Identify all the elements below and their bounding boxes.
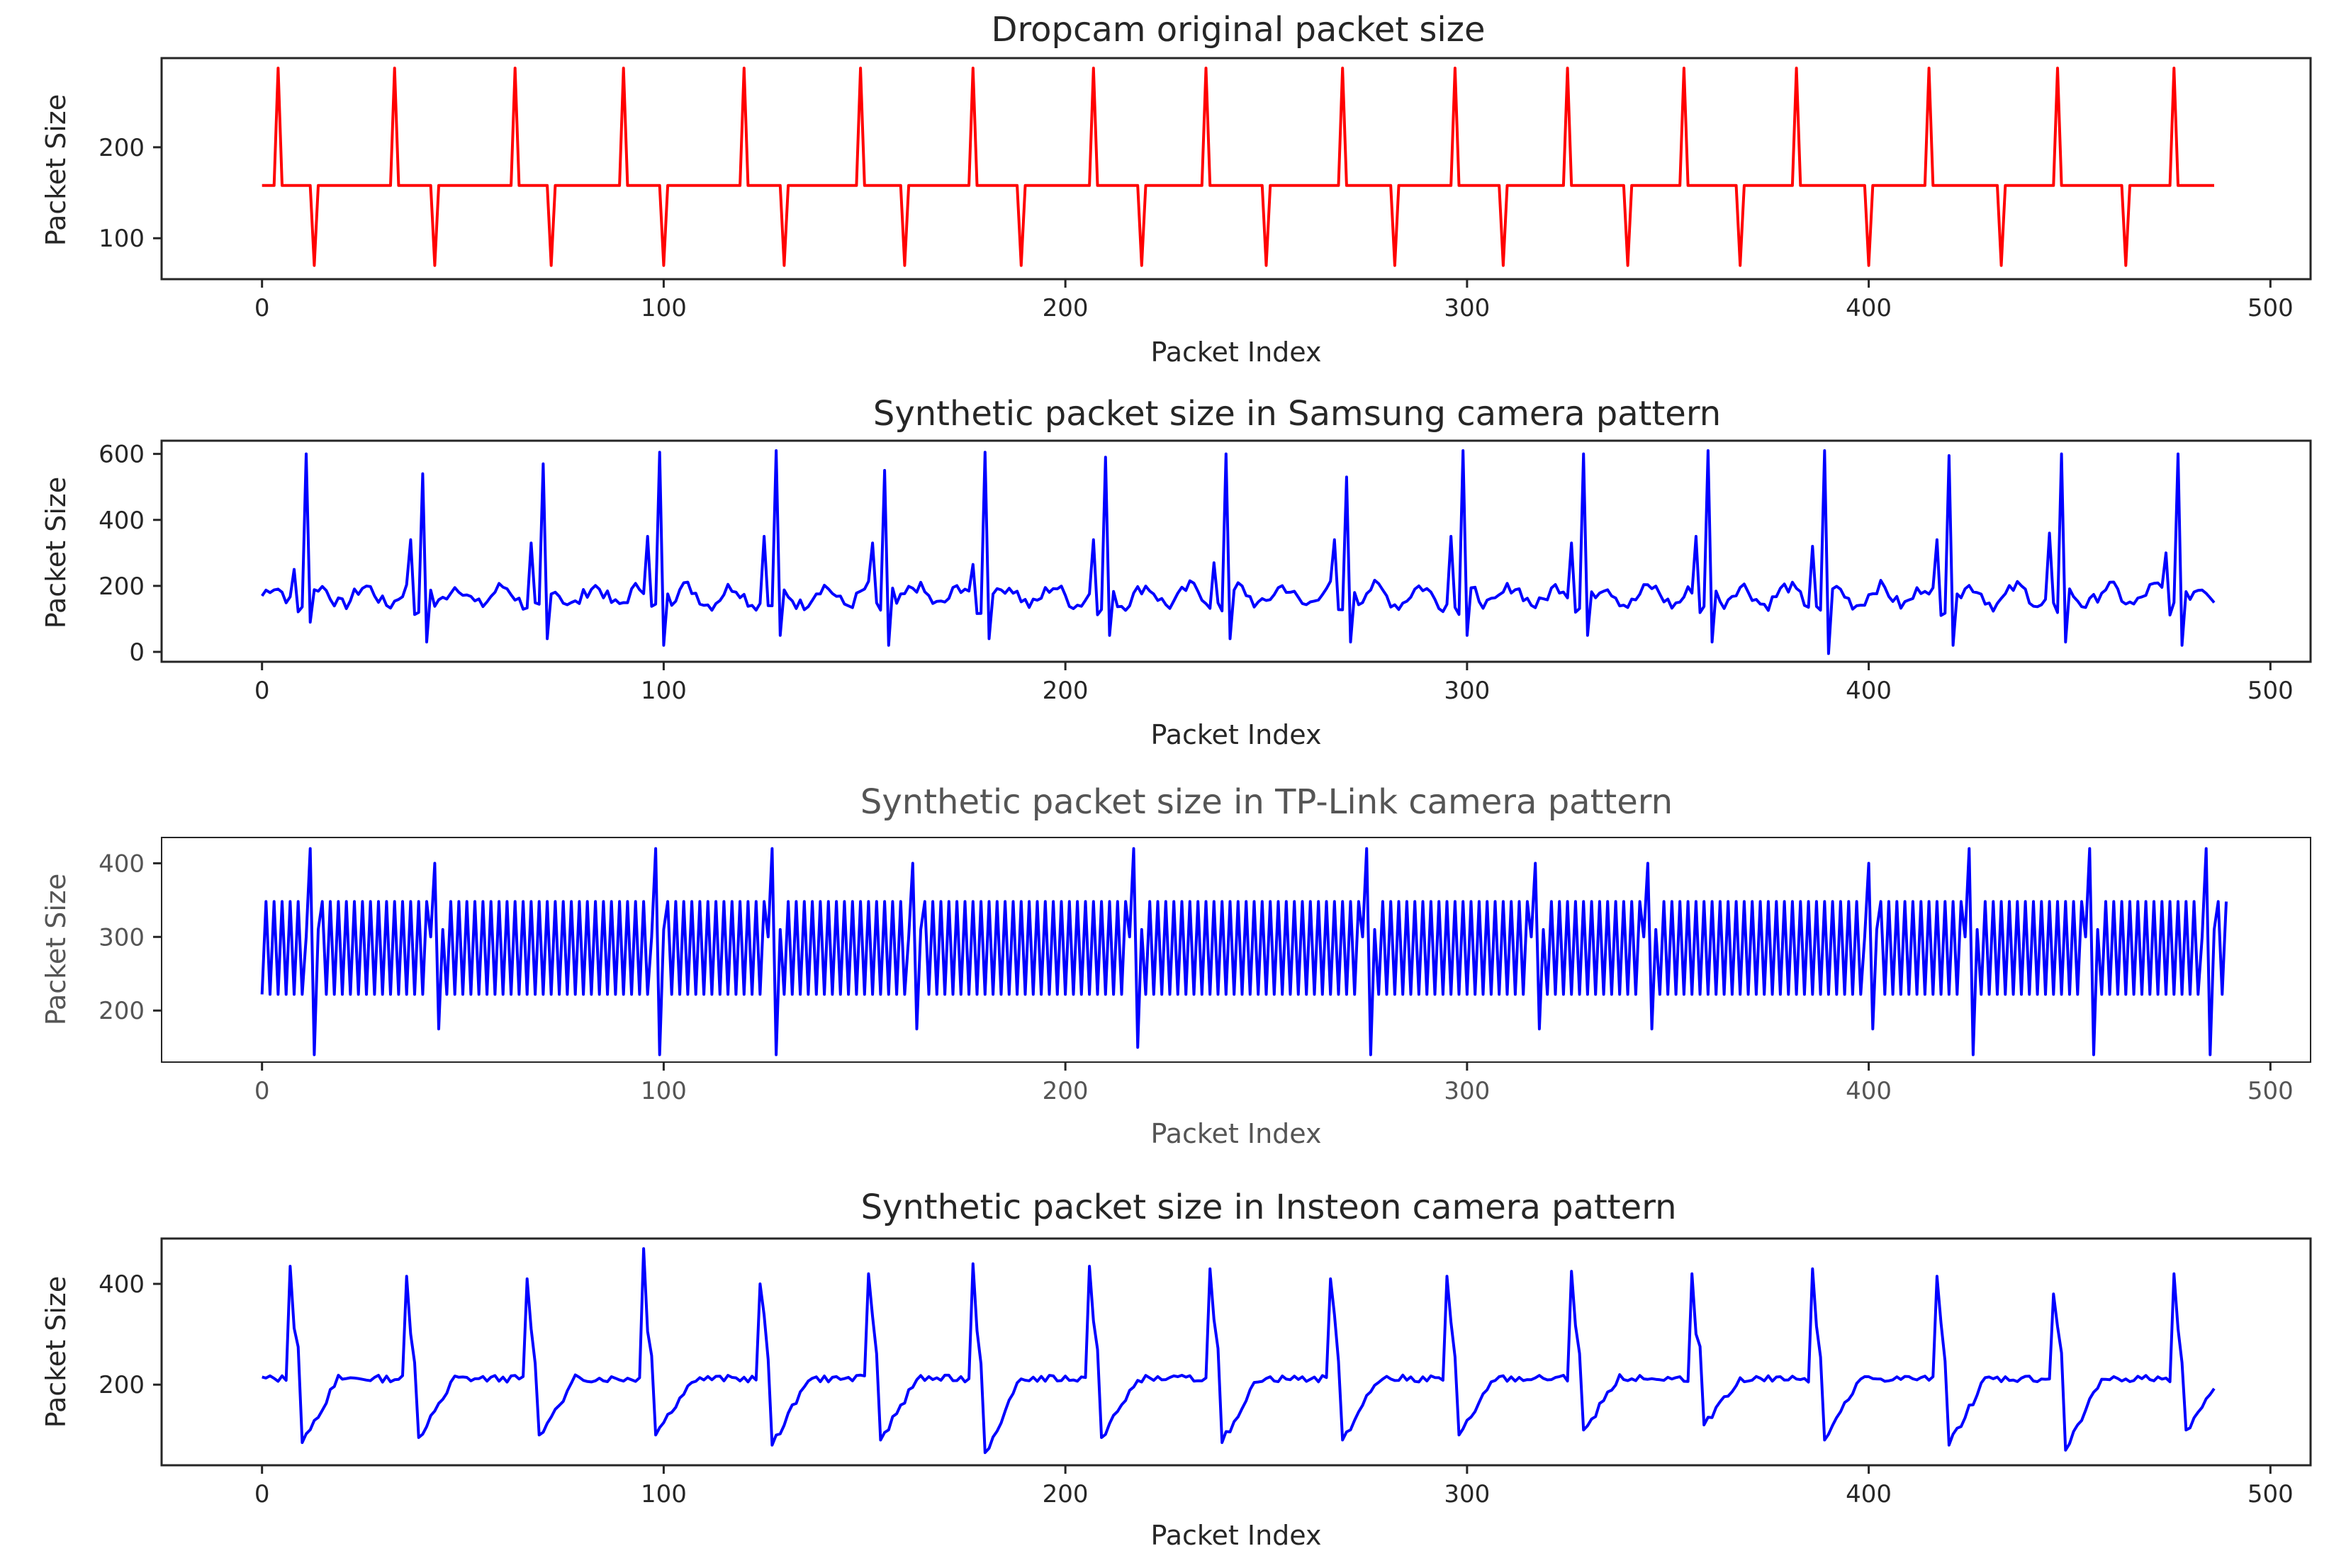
chart-title: Synthetic packet size in Samsung camera … <box>873 394 1721 434</box>
x-tick-label: 500 <box>2247 677 2294 705</box>
series-line <box>262 1247 2216 1455</box>
x-tick-label: 500 <box>2247 1077 2294 1105</box>
y-tick-label: 200 <box>99 1371 145 1399</box>
x-tick-label: 0 <box>254 677 270 705</box>
chart-title: Dropcam original packet size <box>991 10 1485 50</box>
series-line <box>260 847 2228 1056</box>
x-tick-label: 400 <box>1846 677 1892 705</box>
plot-area <box>262 1247 2216 1455</box>
x-tick-label: 200 <box>1043 294 1089 322</box>
x-tick-label: 300 <box>1444 1480 1490 1508</box>
plot-area <box>261 449 2216 655</box>
y-tick-label: 200 <box>99 573 145 601</box>
y-tick-label: 200 <box>99 134 145 162</box>
x-axis-label: Packet Index <box>1150 1520 1321 1551</box>
y-tick-label: 0 <box>129 638 145 667</box>
plot-frame <box>161 837 2311 1063</box>
y-axis-label: Packet Size <box>40 1276 72 1428</box>
chart-title: Synthetic packet size in Insteon camera … <box>860 1188 1676 1227</box>
x-axis-ticks: 0 100 200 300 400 500 <box>254 662 2294 705</box>
x-tick-label: 400 <box>1846 1480 1892 1508</box>
x-tick-label: 0 <box>254 294 270 322</box>
x-tick-label: 400 <box>1846 294 1892 322</box>
x-axis-ticks: 0 100 200 300 400 500 <box>254 1062 2294 1105</box>
x-axis-label: Packet Index <box>1150 337 1321 368</box>
plot-frame <box>160 1237 2312 1467</box>
y-tick-label: 400 <box>99 850 145 878</box>
chart-panel-dropcam: Dropcam original packet size 0 100 200 300 4… <box>40 10 2312 368</box>
y-axis-ticks: 200 300 400 <box>99 850 162 1025</box>
x-tick-label: 100 <box>641 1077 687 1105</box>
x-tick-label: 100 <box>641 294 687 322</box>
plot-frame <box>160 439 2312 663</box>
y-axis-label: Packet Size <box>40 874 72 1025</box>
y-tick-label: 400 <box>99 507 145 535</box>
y-tick-label: 200 <box>99 997 145 1025</box>
x-tick-label: 200 <box>1043 1077 1089 1105</box>
x-tick-label: 200 <box>1043 1480 1089 1508</box>
y-axis-ticks: 0 200 400 600 <box>99 441 162 667</box>
x-axis-ticks: 0 100 200 300 400 500 <box>254 1465 2294 1508</box>
y-tick-label: 300 <box>99 923 145 952</box>
y-tick-label: 400 <box>99 1270 145 1299</box>
x-tick-label: 300 <box>1444 294 1490 322</box>
plot-area <box>262 67 2214 267</box>
x-tick-label: 500 <box>2247 1480 2294 1508</box>
plot-frame <box>160 57 2312 281</box>
series-line <box>262 67 2214 267</box>
y-axis-ticks: 100 200 <box>99 134 162 253</box>
y-tick-label: 100 <box>99 225 145 253</box>
x-tick-label: 500 <box>2247 294 2294 322</box>
chart-panel-tplink: Synthetic packet size in TP-Link camera … <box>40 782 2311 1149</box>
chart-panel-samsung: Synthetic packet size in Samsung camera … <box>40 394 2312 750</box>
x-axis-label: Packet Index <box>1150 1118 1321 1149</box>
chart-panel-insteon: Synthetic packet size in Insteon camera … <box>40 1188 2312 1551</box>
chart-title: Synthetic packet size in TP-Link camera … <box>860 782 1673 822</box>
y-axis-label: Packet Size <box>40 477 72 628</box>
x-tick-label: 300 <box>1444 1077 1490 1105</box>
x-tick-label: 400 <box>1846 1077 1892 1105</box>
plot-area <box>260 847 2228 1056</box>
x-axis-ticks: 0 100 200 300 400 500 <box>254 279 2294 322</box>
y-axis-ticks: 200 400 <box>99 1270 162 1399</box>
x-tick-label: 200 <box>1043 677 1089 705</box>
y-tick-label: 600 <box>99 441 145 469</box>
x-tick-label: 100 <box>641 677 687 705</box>
x-tick-label: 300 <box>1444 677 1490 705</box>
x-tick-label: 100 <box>641 1480 687 1508</box>
x-tick-label: 0 <box>254 1480 270 1508</box>
x-tick-label: 0 <box>254 1077 270 1105</box>
y-axis-label: Packet Size <box>40 94 72 246</box>
x-axis-label: Packet Index <box>1150 719 1321 750</box>
series-line <box>261 449 2216 655</box>
